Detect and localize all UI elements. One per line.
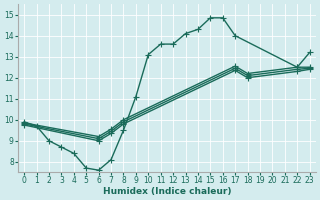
X-axis label: Humidex (Indice chaleur): Humidex (Indice chaleur) [103,187,231,196]
